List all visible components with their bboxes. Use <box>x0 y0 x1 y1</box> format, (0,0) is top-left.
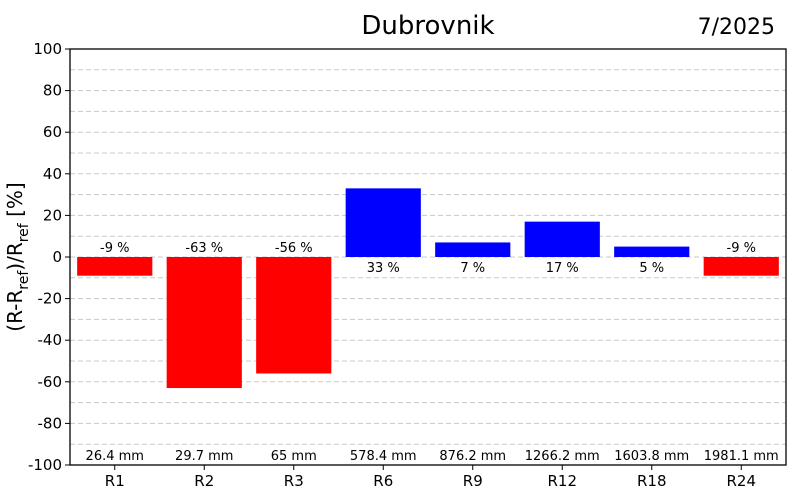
bar-value-label: -9 % <box>100 241 129 256</box>
bar-amount-label: 876.2 mm <box>439 449 506 464</box>
y-tick-label: -20 <box>38 290 63 308</box>
y-tick-label: -80 <box>38 414 63 432</box>
x-tick-label: R1 <box>105 472 125 490</box>
y-tick-label: 60 <box>43 123 62 141</box>
bar-value-label: 7 % <box>460 261 485 276</box>
y-tick-label: -60 <box>38 373 63 391</box>
bar-value-label: 33 % <box>367 261 400 276</box>
bar-R24 <box>703 257 779 276</box>
bar-amount-label: 1266.2 mm <box>525 449 600 464</box>
x-axis: R1 R2 R3 R6 R9 R12 R18 R24 <box>105 465 756 490</box>
x-tick-label: R24 <box>726 472 756 490</box>
bar-R18 <box>614 246 690 257</box>
y-tick-label: 100 <box>33 40 62 58</box>
x-tick-label: R2 <box>194 472 214 490</box>
bar-amount-label: 65 mm <box>271 449 317 464</box>
bar-value-label: -63 % <box>185 241 223 256</box>
y-tick-label: 80 <box>43 82 62 100</box>
y-axis-label: (R-Rref)/Rref [%] <box>3 182 32 331</box>
bar-value-label: -9 % <box>727 241 756 256</box>
x-tick-label: R12 <box>547 472 577 490</box>
x-tick-label: R18 <box>637 472 667 490</box>
y-tick-label: 20 <box>43 206 62 224</box>
bar-R1 <box>77 257 153 276</box>
y-tick-label: -40 <box>38 331 63 349</box>
chart-date: 7/2025 <box>698 15 775 40</box>
bar-amount-label: 1981.1 mm <box>704 449 779 464</box>
bar-R2 <box>166 257 242 389</box>
y-axis: 100 80 60 40 20 0 -20 -40 -60 -80 -100 <box>28 40 70 474</box>
chart-title: Dubrovnik <box>361 11 494 41</box>
x-tick-label: R6 <box>373 472 393 490</box>
y-tick-label: 0 <box>52 248 62 266</box>
bar-value-label: -56 % <box>275 241 313 256</box>
bar-R12 <box>524 221 600 257</box>
bar-R3 <box>256 257 332 374</box>
x-tick-label: R9 <box>463 472 483 490</box>
bar-amount-label: 26.4 mm <box>86 449 144 464</box>
bar-R6 <box>345 188 421 257</box>
bar-R9 <box>435 242 511 257</box>
bars: -9 % 26.4 mm -63 % 29.7 mm -56 % 65 mm 33 % 578… <box>77 188 779 464</box>
bar-value-label: 17 % <box>546 261 579 276</box>
y-tick-label: -100 <box>28 456 62 474</box>
y-tick-label: 40 <box>43 165 62 183</box>
bar-value-label: 5 % <box>639 261 664 276</box>
x-tick-label: R3 <box>284 472 304 490</box>
bar-amount-label: 1603.8 mm <box>614 449 689 464</box>
bar-amount-label: 29.7 mm <box>175 449 233 464</box>
bar-amount-label: 578.4 mm <box>350 449 417 464</box>
